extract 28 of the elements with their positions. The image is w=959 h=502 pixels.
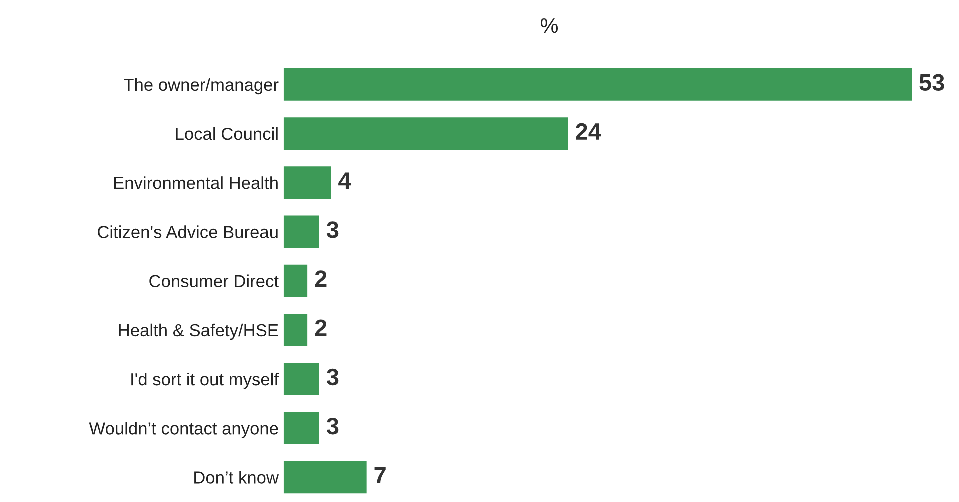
bar — [284, 461, 367, 494]
chart-title: % — [540, 18, 558, 34]
bar — [284, 118, 568, 150]
data-label: 3 — [326, 418, 339, 435]
bar — [284, 166, 332, 200]
y-tick-label: Environmental Health — [114, 176, 278, 190]
y-tick-label: Don’t know — [194, 471, 280, 484]
bar — [284, 363, 320, 396]
data-label: 3 — [326, 368, 339, 386]
bar — [284, 216, 320, 248]
bar — [284, 314, 308, 346]
data-label: 24 — [576, 123, 602, 140]
y-tick-label: I'd sort it out myself — [132, 372, 280, 390]
y-tick-label: Local Council — [176, 127, 278, 140]
data-label: 2 — [315, 270, 327, 288]
y-tick-label: Health & Safety/HSE — [119, 324, 278, 340]
data-label: 3 — [326, 222, 339, 238]
bar — [284, 264, 308, 298]
data-label: 4 — [338, 172, 352, 189]
y-tick-label: Wouldn’t contact anyone — [89, 422, 278, 438]
data-label: 7 — [374, 467, 386, 484]
data-label: 2 — [315, 320, 327, 336]
y-tick-label: The owner/manager — [124, 78, 279, 95]
bar — [284, 68, 912, 101]
bar — [284, 412, 320, 445]
y-tick-label: Citizen's Advice Bureau — [98, 226, 278, 238]
data-label: 53 — [920, 74, 944, 92]
y-tick-label: Consumer Direct — [150, 274, 279, 288]
